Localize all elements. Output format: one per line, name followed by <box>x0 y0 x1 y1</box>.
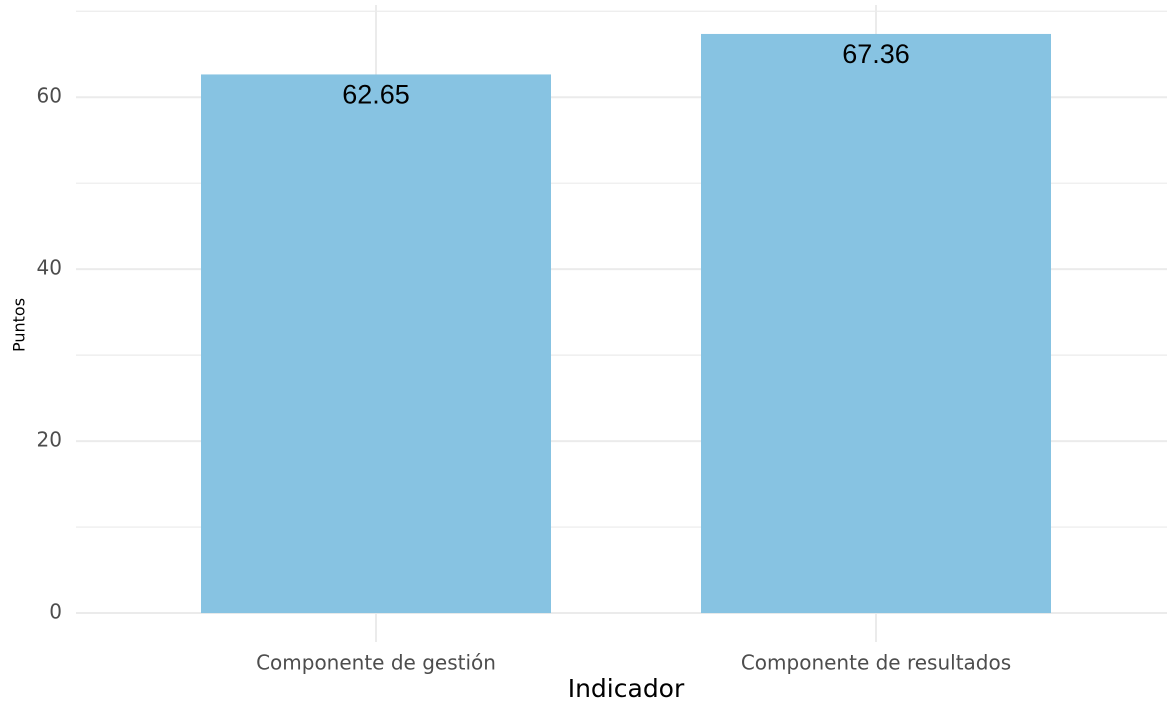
x-tick-label: Componente de resultados <box>741 651 1011 675</box>
value-label: 62.65 <box>342 80 410 110</box>
bar <box>201 74 551 614</box>
y-tick-label: 60 <box>37 84 62 108</box>
y-tick-label: 0 <box>49 600 62 624</box>
y-tick-label: 40 <box>37 256 62 280</box>
bar <box>701 33 1051 614</box>
value-label: 67.36 <box>842 39 910 69</box>
y-axis-label: Puntos <box>10 298 29 352</box>
x-axis-label: Indicador <box>568 674 685 703</box>
x-tick-label: Componente de gestión <box>256 651 496 675</box>
y-tick-label: 20 <box>37 428 62 452</box>
